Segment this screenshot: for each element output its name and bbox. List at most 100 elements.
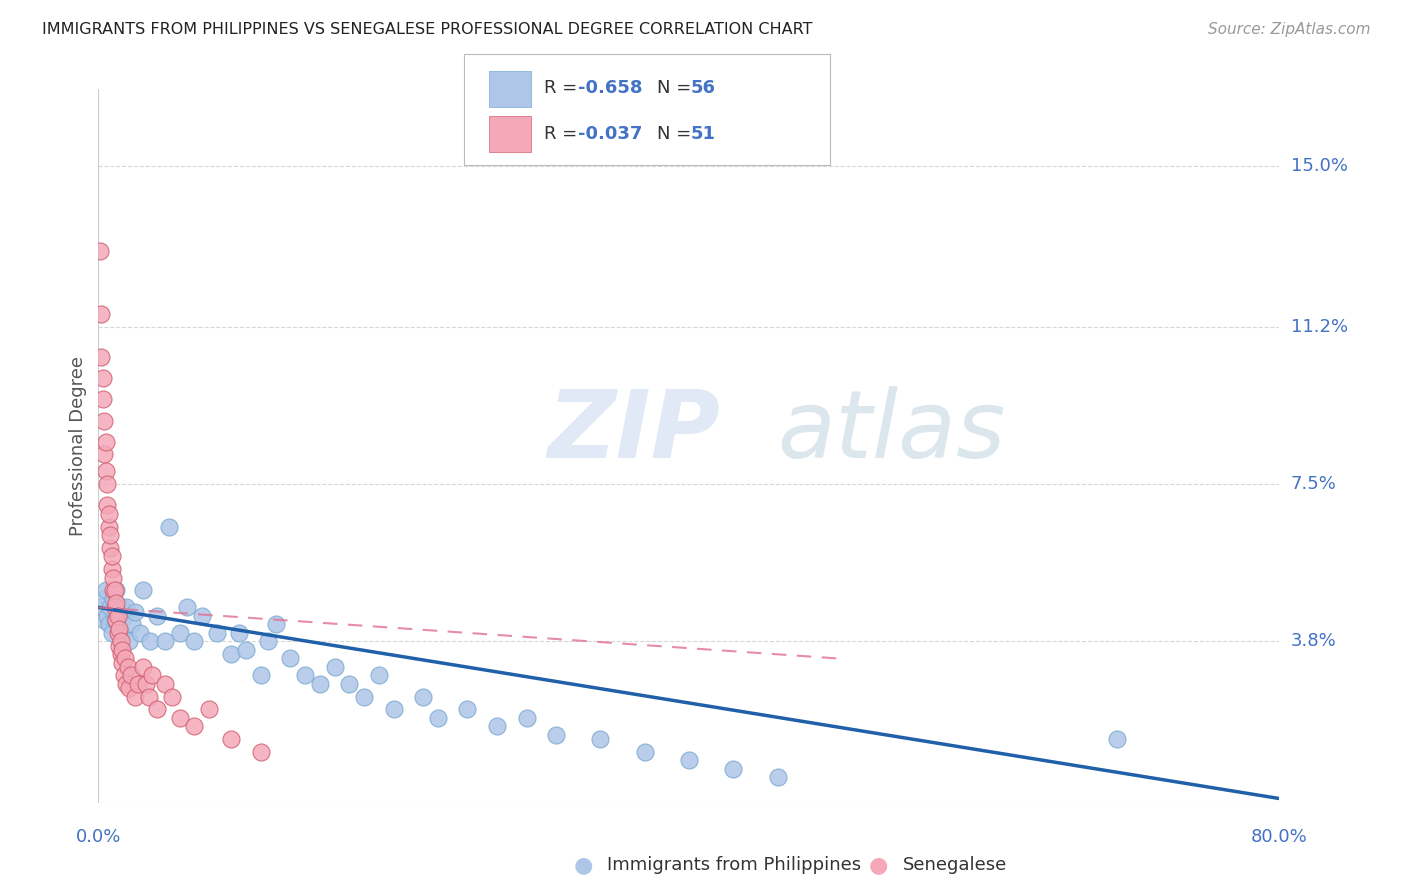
Point <box>105 613 128 627</box>
Point <box>100 562 122 576</box>
Point <box>678 753 700 767</box>
Point <box>120 668 142 682</box>
Point <box>544 728 567 742</box>
Point <box>124 690 146 704</box>
Text: Source: ZipAtlas.com: Source: ZipAtlas.com <box>1208 22 1371 37</box>
Point <box>115 600 138 615</box>
Point <box>90 600 112 615</box>
Point <box>589 732 612 747</box>
Point <box>96 608 118 623</box>
Point <box>153 634 176 648</box>
Point <box>198 702 221 716</box>
Point <box>110 600 132 615</box>
Point <box>104 600 127 615</box>
Point <box>103 583 125 598</box>
Point <box>108 639 131 653</box>
Point <box>228 626 250 640</box>
Text: R =: R = <box>544 125 583 143</box>
Point <box>89 244 111 258</box>
Text: 7.5%: 7.5% <box>1291 475 1337 493</box>
Point <box>169 711 191 725</box>
Point <box>515 711 537 725</box>
Point <box>264 617 287 632</box>
Point <box>353 690 375 704</box>
Text: R =: R = <box>544 79 583 97</box>
Point <box>114 608 136 623</box>
Point <box>235 643 257 657</box>
Point <box>93 613 115 627</box>
Point <box>427 711 450 725</box>
Point <box>257 634 280 648</box>
Point <box>118 681 141 695</box>
Point <box>98 528 121 542</box>
Point <box>105 583 128 598</box>
Point <box>93 413 115 427</box>
Point <box>309 677 332 691</box>
Text: 15.0%: 15.0% <box>1291 157 1347 175</box>
Point <box>111 643 134 657</box>
Point <box>97 507 120 521</box>
Point <box>368 668 391 682</box>
Point <box>121 617 143 632</box>
Point <box>104 613 127 627</box>
Text: 51: 51 <box>690 125 716 143</box>
Point <box>323 660 346 674</box>
Text: ●: ● <box>574 855 593 875</box>
Point <box>382 702 405 716</box>
Point <box>97 519 120 533</box>
Text: 80.0%: 80.0% <box>1251 828 1308 846</box>
Point <box>107 608 129 623</box>
Point <box>146 608 169 623</box>
Point <box>139 634 162 648</box>
Point <box>135 677 157 691</box>
Point <box>96 499 118 513</box>
Text: -0.658: -0.658 <box>578 79 643 97</box>
Point <box>98 600 121 615</box>
Point <box>94 434 117 449</box>
Point <box>107 617 129 632</box>
Point <box>110 647 132 661</box>
Point <box>169 626 191 640</box>
Point <box>138 690 160 704</box>
Point <box>191 608 214 623</box>
Point <box>110 634 132 648</box>
Point <box>93 448 115 462</box>
Point <box>94 583 117 598</box>
Text: IMMIGRANTS FROM PHILIPPINES VS SENEGALESE PROFESSIONAL DEGREE CORRELATION CHART: IMMIGRANTS FROM PHILIPPINES VS SENEGALES… <box>42 22 813 37</box>
Point <box>205 626 228 640</box>
Point <box>90 350 112 364</box>
Point <box>250 745 273 759</box>
Point <box>124 605 146 619</box>
Point <box>90 307 112 321</box>
Point <box>141 668 163 682</box>
Y-axis label: Professional Degree: Professional Degree <box>69 356 87 536</box>
Point <box>105 596 128 610</box>
Point <box>114 651 136 665</box>
Text: 11.2%: 11.2% <box>1291 318 1348 336</box>
Text: 3.8%: 3.8% <box>1291 632 1336 650</box>
Point <box>112 668 135 682</box>
Text: Senegalese: Senegalese <box>903 856 1007 874</box>
Point <box>91 591 114 606</box>
Point <box>294 668 316 682</box>
Point <box>97 617 120 632</box>
Text: ZIP: ZIP <box>547 385 720 478</box>
Point <box>132 583 155 598</box>
Point <box>456 702 478 716</box>
Point <box>162 690 183 704</box>
Point <box>486 719 509 733</box>
Point <box>107 626 129 640</box>
Point <box>337 677 360 691</box>
Point <box>100 549 122 564</box>
Point <box>412 690 434 704</box>
Point <box>127 677 149 691</box>
Point <box>183 634 205 648</box>
Point <box>250 668 273 682</box>
Point <box>721 762 744 776</box>
Text: ●: ● <box>869 855 889 875</box>
Point <box>153 677 176 691</box>
Point <box>91 371 114 385</box>
Text: 56: 56 <box>690 79 716 97</box>
Point <box>117 660 139 674</box>
Point <box>103 571 125 585</box>
